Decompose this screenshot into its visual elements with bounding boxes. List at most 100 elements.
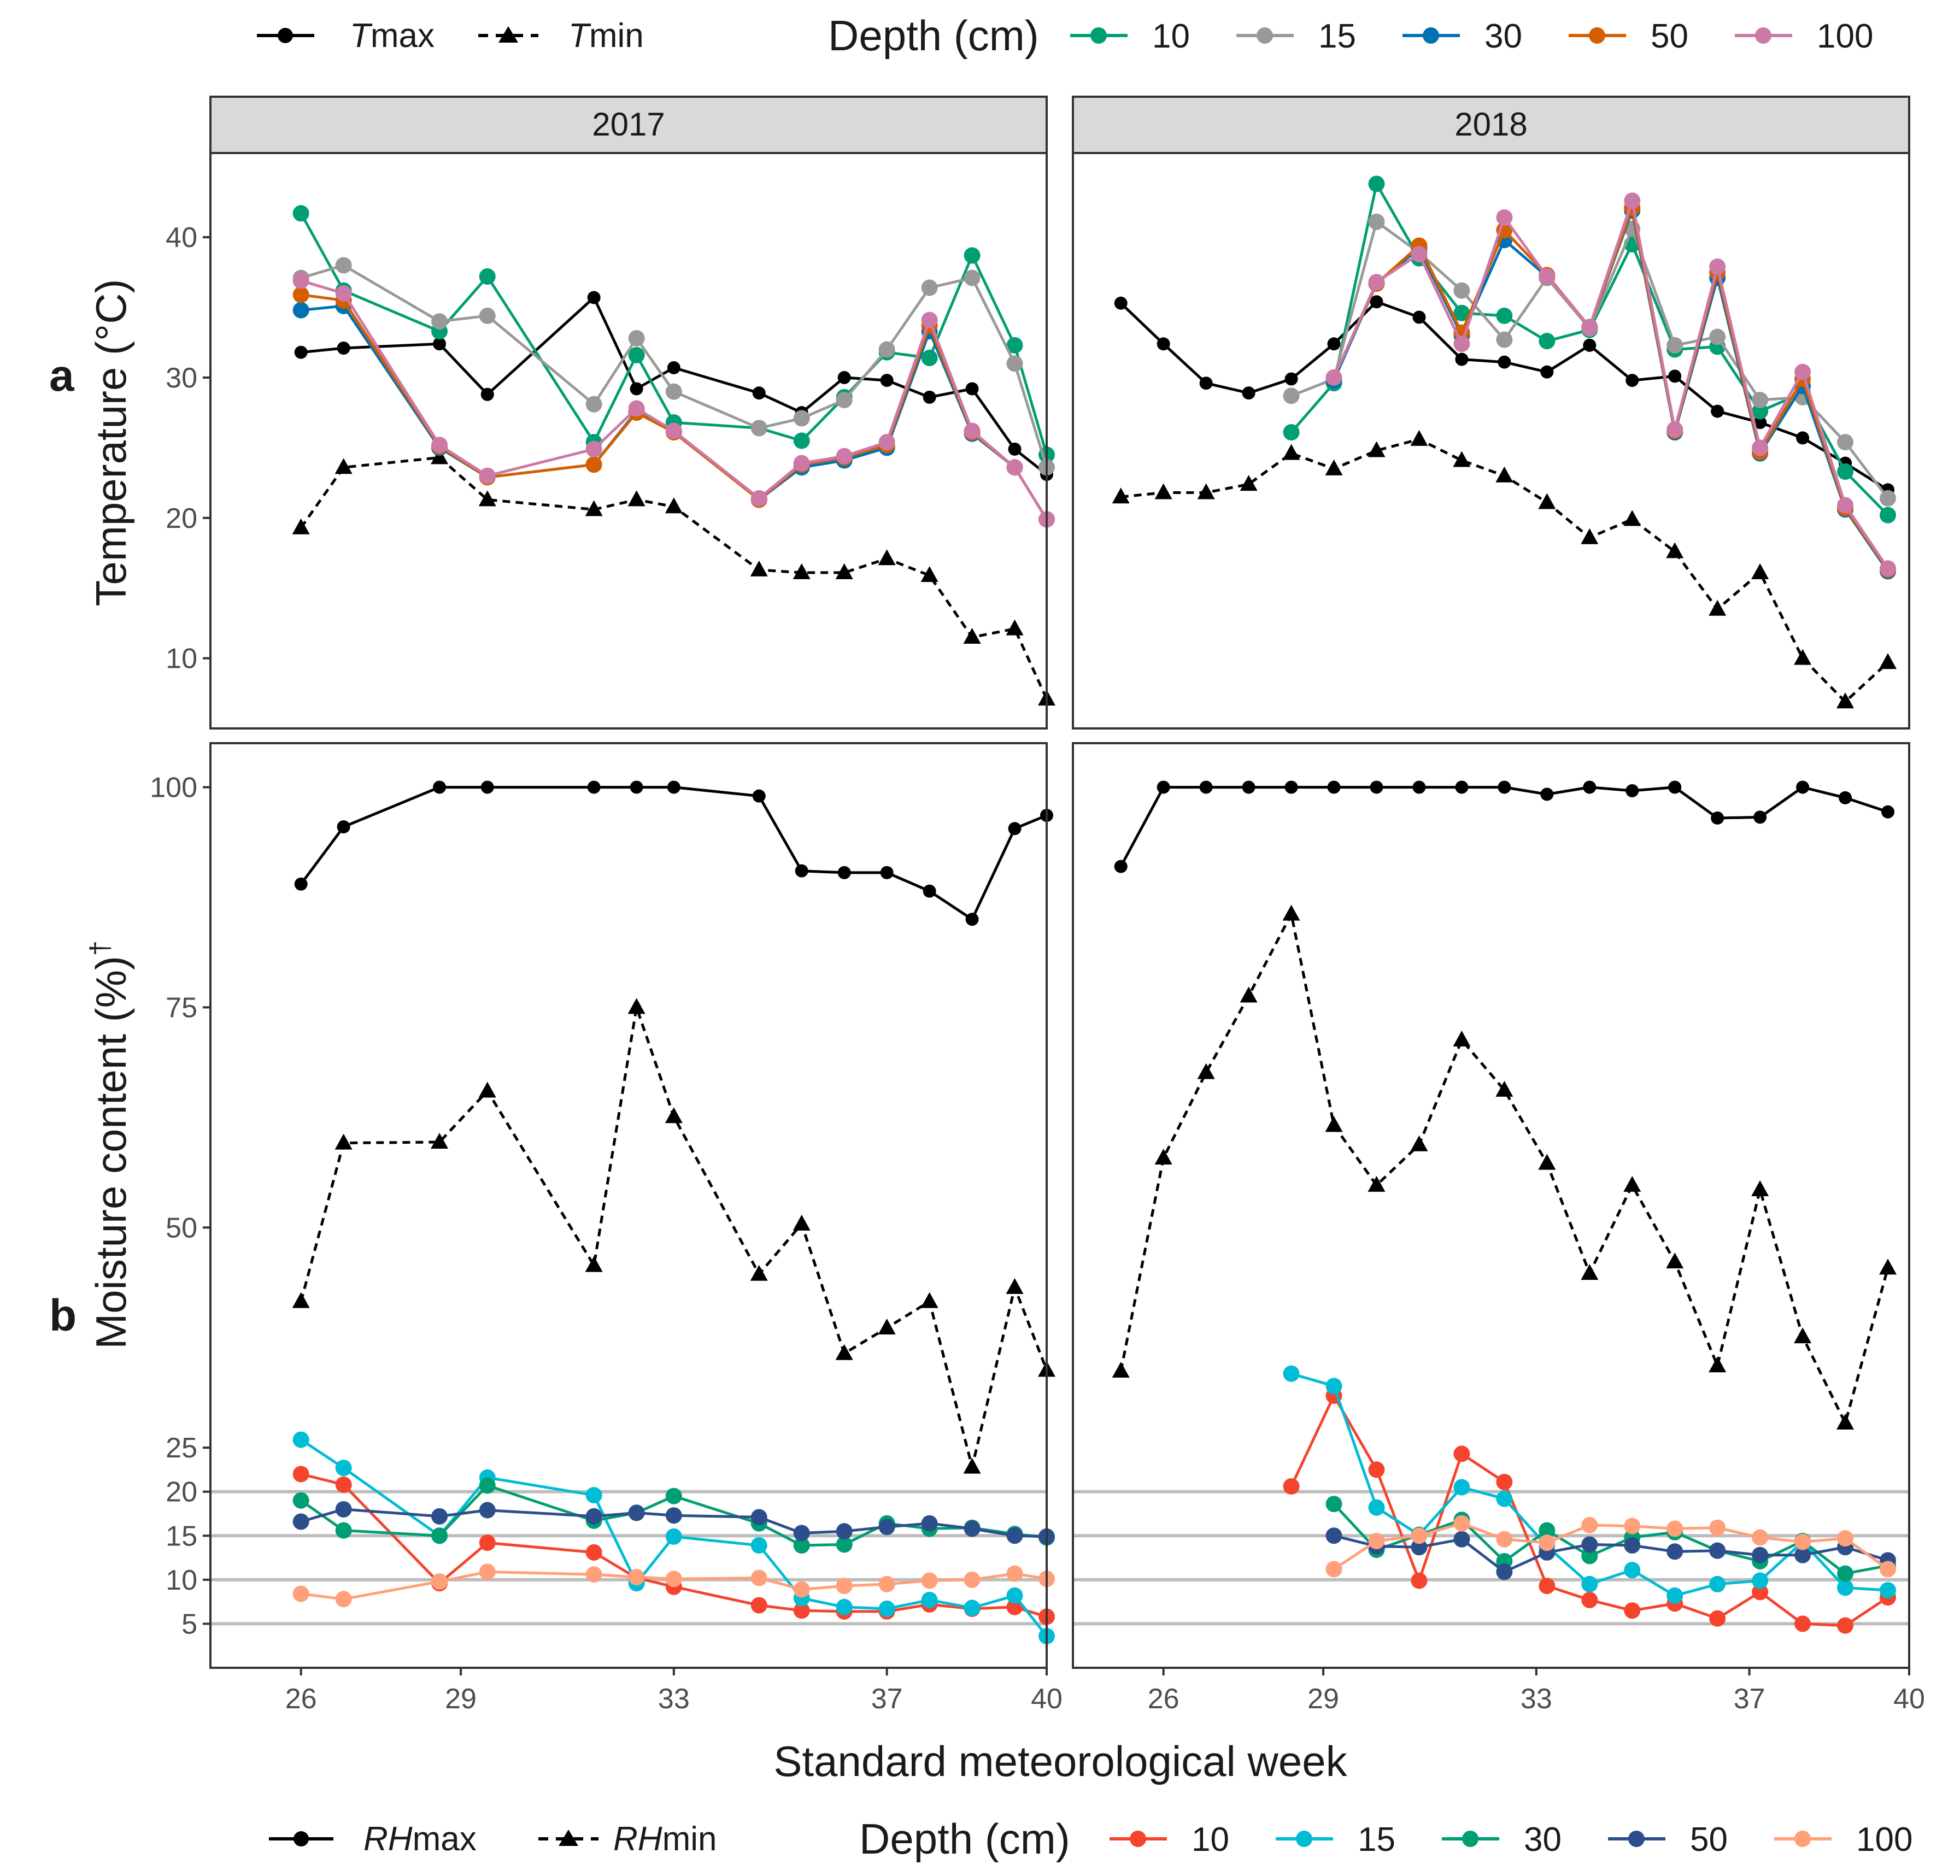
series-temp-2017-tmin	[292, 448, 1055, 706]
point-10-10	[1709, 1610, 1726, 1627]
point-10-3	[479, 1534, 496, 1551]
point-10-5	[628, 346, 645, 363]
point-15-0	[292, 1431, 309, 1448]
point-30-12	[1837, 1565, 1854, 1582]
point-100-0	[1325, 1561, 1342, 1578]
point-50-5	[628, 1504, 645, 1521]
legend-depth-label-10: 10	[1152, 17, 1190, 55]
legend-tmax-suffix: max	[371, 17, 435, 55]
y-tick-label-100: 100	[150, 772, 197, 804]
legend-key-tmax	[257, 28, 314, 43]
point-rhmax-8	[795, 864, 808, 878]
point-100-5	[1539, 1534, 1556, 1551]
point-tmax-7	[1412, 310, 1426, 324]
panel-moisture-2018	[1073, 780, 1909, 1634]
point-tmax-6	[667, 361, 680, 374]
point-50-4	[585, 1508, 602, 1525]
point-100-9	[1709, 1519, 1726, 1536]
point-tmin-1	[1154, 483, 1172, 499]
legend-bottom-depth-items: 10 15 30 50 100	[1110, 1821, 1912, 1859]
point-rhmax-10	[880, 866, 894, 879]
point-15-14	[1880, 1582, 1897, 1599]
point-100-5	[628, 1569, 645, 1586]
series-moist-2017-rhmin	[292, 998, 1055, 1474]
point-100-10	[878, 434, 895, 451]
point-rhmin-1	[335, 1133, 353, 1150]
point-tmax-8	[1455, 352, 1469, 366]
point-15-1	[1325, 1378, 1342, 1395]
legend-depth-marker-15	[1296, 1831, 1312, 1847]
point-100-12	[964, 1571, 981, 1588]
point-100-12	[1837, 1530, 1854, 1547]
point-10-8	[793, 432, 810, 449]
point-rhmin-11	[920, 1292, 938, 1308]
point-15-7	[1581, 1575, 1598, 1592]
point-100-10	[1752, 1529, 1769, 1546]
point-15-8	[793, 410, 810, 427]
line-rhmin	[1119, 913, 1889, 1425]
point-tmax-0	[294, 345, 308, 359]
point-10-4	[585, 1544, 602, 1561]
legend-depth-marker-10	[1090, 27, 1107, 44]
point-10-3	[479, 268, 496, 285]
point-15-5	[628, 330, 645, 347]
point-10-6	[1539, 333, 1556, 350]
legend-depth-label-100: 100	[1817, 17, 1873, 55]
panel-letter-a: a	[49, 351, 75, 401]
point-10-13	[1837, 463, 1854, 480]
point-100-4	[585, 1566, 602, 1583]
legend-top-depth-title: Depth (cm)	[828, 11, 1039, 60]
point-rhmax-6	[1370, 780, 1383, 794]
legend-depth-marker-15	[1257, 27, 1273, 44]
point-rhmin-3	[478, 1081, 496, 1098]
point-10-8	[1624, 1602, 1641, 1619]
strip-2017: 2017	[209, 96, 1048, 154]
point-rhmax-5	[1327, 780, 1341, 794]
point-100-13	[1880, 1561, 1897, 1578]
point-100-8	[1666, 421, 1683, 438]
point-100-2	[431, 1573, 448, 1590]
series-temp-2018-tmin	[1112, 430, 1897, 709]
point-100-4	[1496, 1531, 1513, 1548]
point-tmax-2	[1199, 377, 1213, 390]
legend-depth-label-10: 10	[1192, 1821, 1229, 1859]
point-15-2	[1368, 1499, 1385, 1516]
point-30-6	[1581, 1548, 1598, 1565]
y-tick-label-50: 50	[166, 1212, 197, 1244]
point-tmin-15	[1751, 563, 1769, 579]
point-rhmin-16	[1794, 1327, 1812, 1344]
point-rhmin-7	[750, 1265, 768, 1281]
legend-depth-30: 30	[1402, 17, 1522, 55]
point-tmin-4	[585, 500, 603, 516]
point-tmax-11	[1583, 338, 1597, 352]
legend-bottom-depth-title: Depth (cm)	[859, 1815, 1070, 1863]
x-axis-2018: 26 29 33 37 40	[1148, 1668, 1925, 1715]
point-rhmin-13	[1006, 1278, 1024, 1294]
point-100-2	[1411, 245, 1428, 262]
legend-depth-label-30: 30	[1524, 1821, 1562, 1859]
legend-top-depth-items: 10 15 30 50 100	[1070, 17, 1873, 55]
point-100-7	[1624, 192, 1641, 209]
point-rhmin-5	[1325, 1116, 1343, 1132]
point-tmax-6	[1370, 295, 1383, 309]
point-100-2	[431, 437, 448, 454]
x-axis-title: Standard meteorological week	[773, 1737, 1347, 1785]
point-100-10	[878, 1575, 895, 1592]
point-100-11	[1794, 363, 1811, 380]
point-100-11	[1794, 1533, 1811, 1550]
point-10-13	[1006, 337, 1023, 354]
y-tick-label-5: 5	[181, 1608, 197, 1640]
legend-rhmax-prefix: RH	[363, 1820, 413, 1858]
legend-depth-50: 50	[1608, 1821, 1728, 1859]
point-rhmin-2	[431, 1132, 449, 1149]
point-rhmax-4	[587, 780, 601, 794]
point-rhmin-7	[1410, 1135, 1428, 1151]
point-10-2	[1368, 1461, 1385, 1478]
point-tmin-1	[335, 458, 353, 474]
point-100-5	[628, 400, 645, 417]
point-50-11	[1794, 1546, 1811, 1563]
x-axis-2017: 26 29 33 37 40	[285, 1668, 1063, 1715]
panel-temperature-2017	[292, 205, 1055, 706]
point-50-12	[964, 1520, 981, 1537]
point-rhmax-5	[630, 780, 643, 794]
